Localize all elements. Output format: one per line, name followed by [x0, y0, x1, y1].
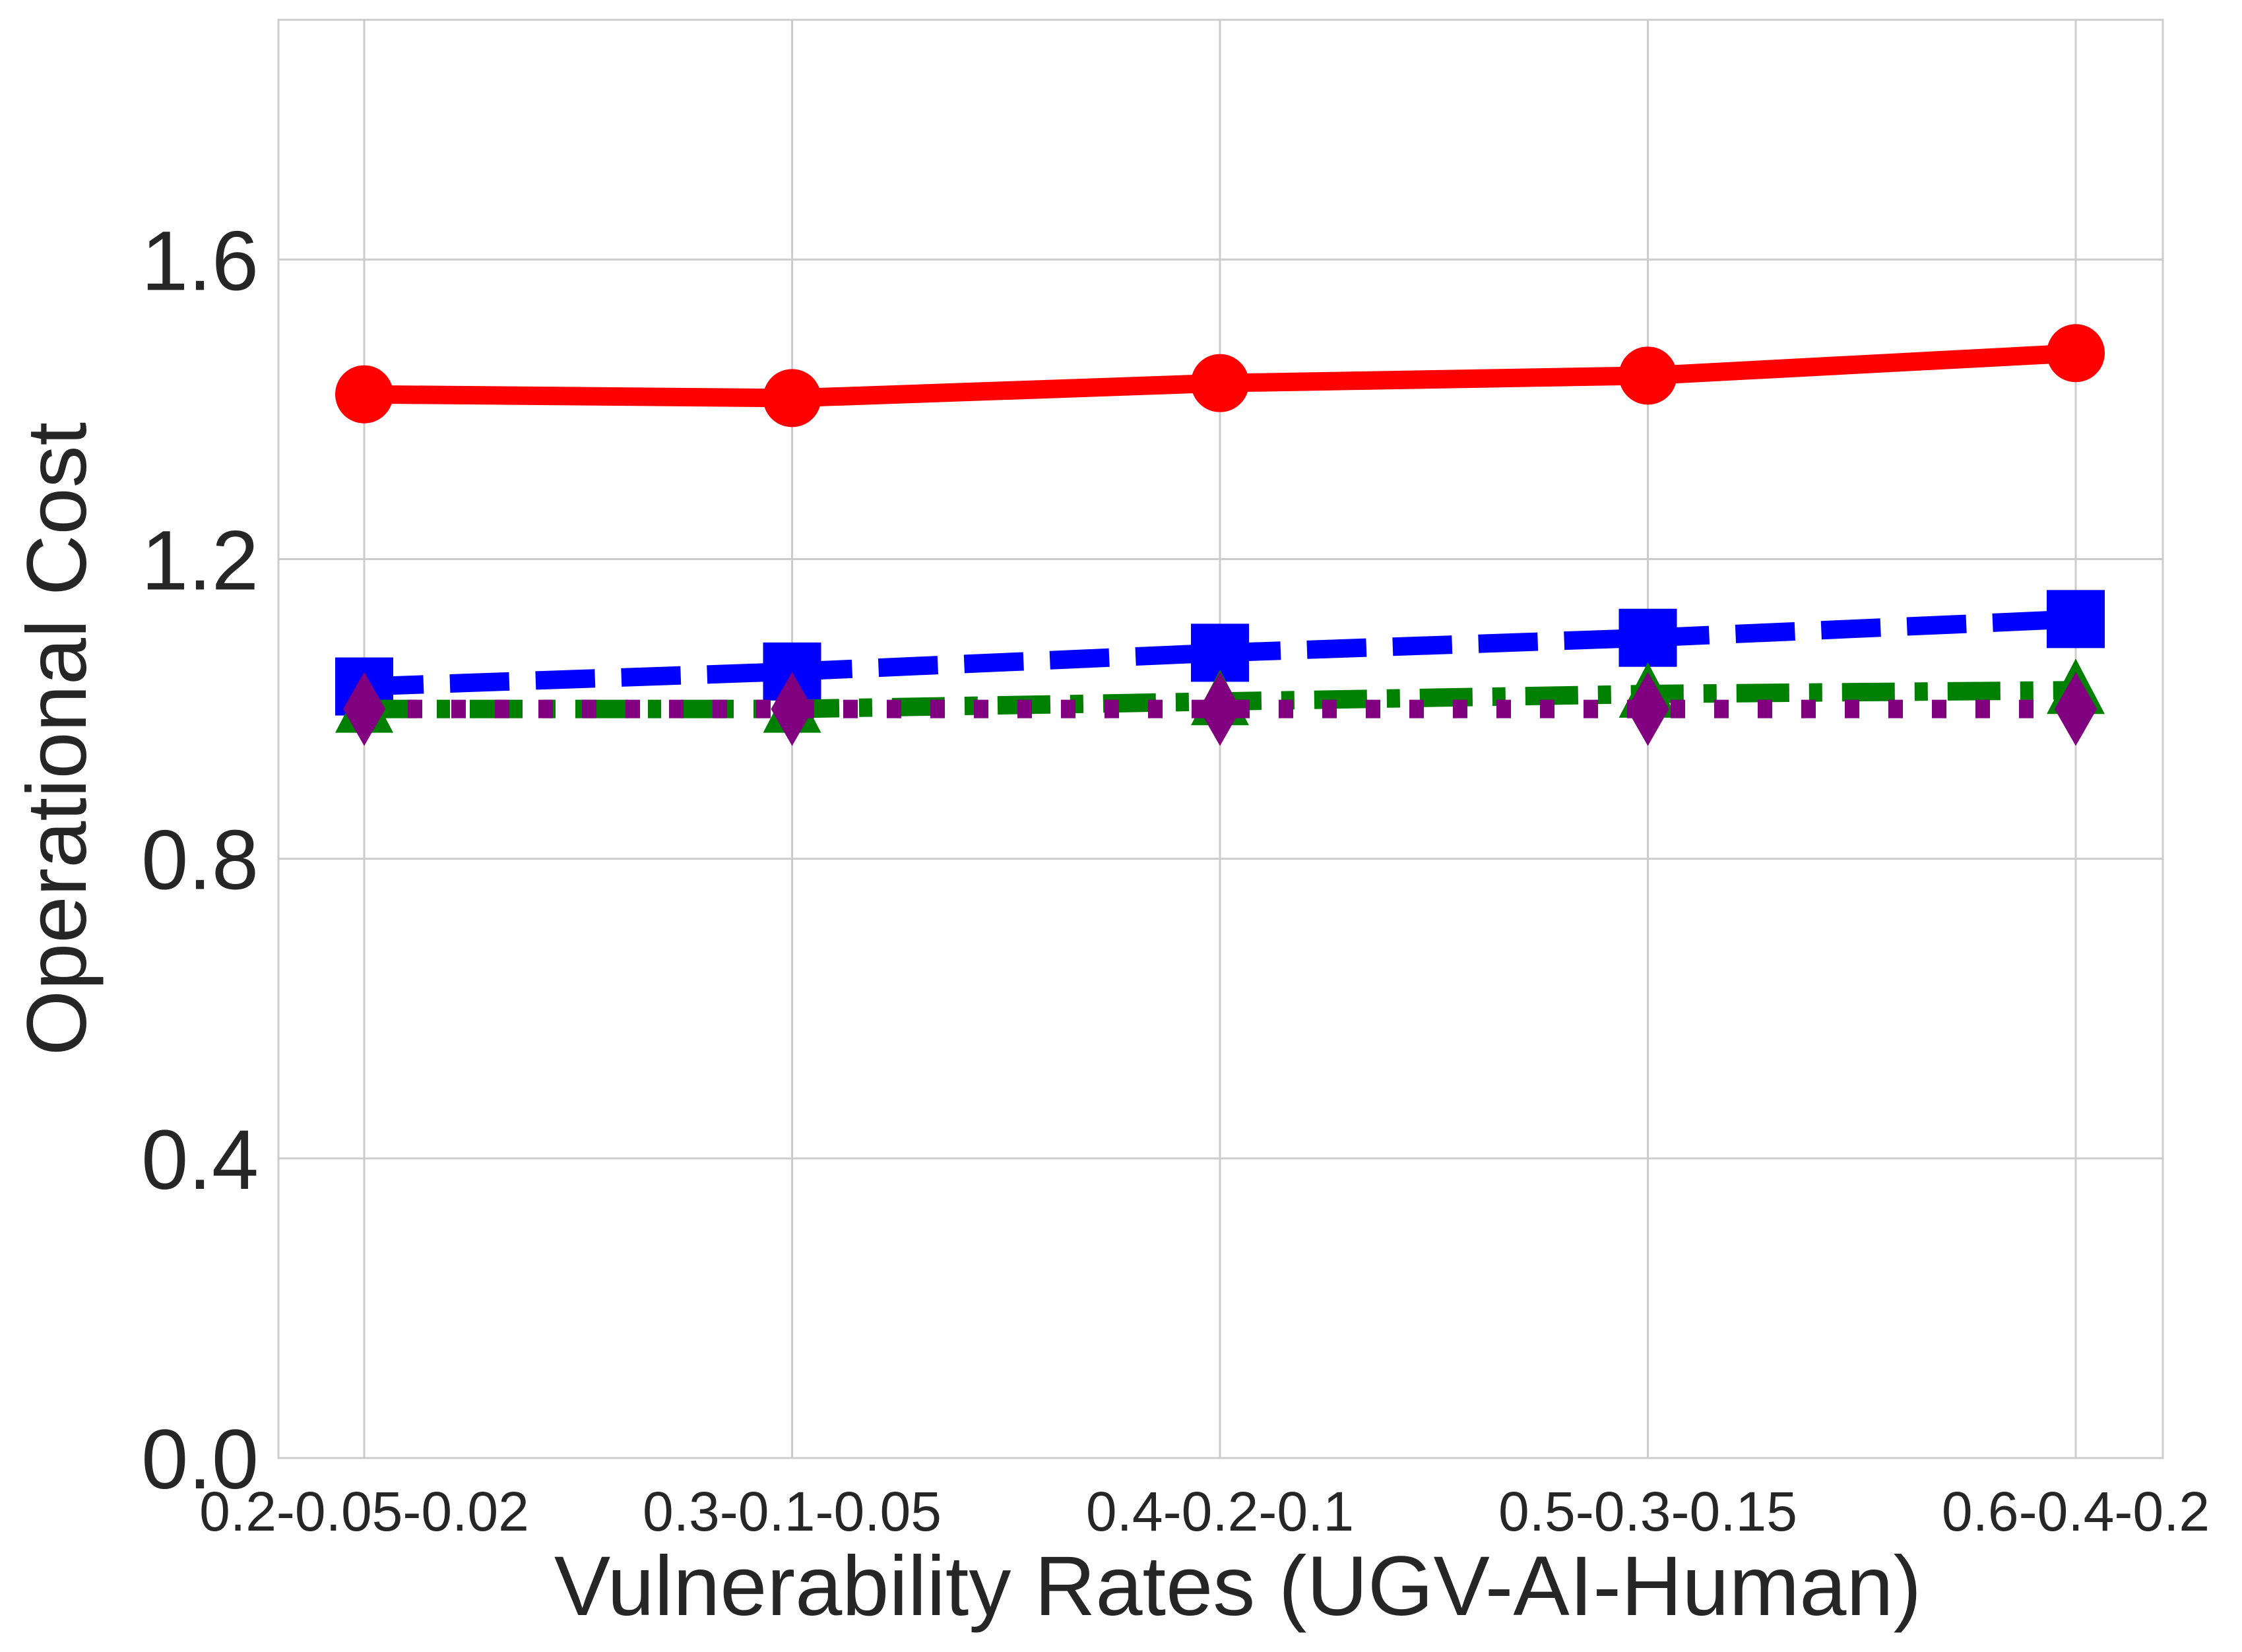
y-tick-label: 1.6	[141, 214, 259, 308]
data-point-diamond	[1626, 672, 1669, 746]
data-point-circle	[335, 365, 393, 424]
x-tick-label: 0.5-0.3-0.15	[1498, 1480, 1797, 1542]
x-tick-label: 0.6-0.4-0.2	[1942, 1480, 2210, 1542]
y-axis-title: Operational Cost	[10, 422, 104, 1056]
data-point-square	[2047, 590, 2105, 649]
series-line	[364, 610, 2076, 696]
x-tick-label: 0.3-0.1-0.05	[643, 1480, 942, 1542]
x-axis-ticks: 0.2-0.05-0.02 0.3-0.1-0.05 0.4-0.2-0.1 0.5-…	[199, 1480, 2210, 1542]
data-point-circle	[2047, 324, 2105, 383]
data-point-diamond	[1199, 672, 1241, 746]
data-point-square	[1618, 608, 1677, 667]
series-1	[335, 324, 2105, 428]
x-tick-label: 0.2-0.05-0.02	[199, 1480, 529, 1542]
plot-frame	[277, 18, 2164, 1459]
series-layer	[335, 324, 2105, 746]
y-axis-ticks: 0.0 0.4 0.8 1.2 1.6	[141, 214, 259, 1507]
data-point-diamond	[343, 672, 385, 746]
y-tick-label: 0.8	[141, 813, 259, 908]
data-point-circle	[763, 369, 821, 428]
x-tick-label: 0.4-0.2-0.1	[1086, 1480, 1354, 1542]
data-point-diamond	[2055, 672, 2097, 746]
data-point-diamond	[771, 672, 814, 746]
data-point-circle	[1618, 346, 1677, 405]
y-tick-label: 1.2	[141, 514, 259, 608]
series-4	[343, 672, 2097, 746]
data-point-circle	[1191, 354, 1249, 412]
y-tick-label: 0.0	[141, 1413, 259, 1507]
x-axis-title: Vulnerability Rates (UGV-AI-Human)	[554, 1539, 1921, 1634]
y-tick-label: 0.4	[141, 1113, 259, 1207]
